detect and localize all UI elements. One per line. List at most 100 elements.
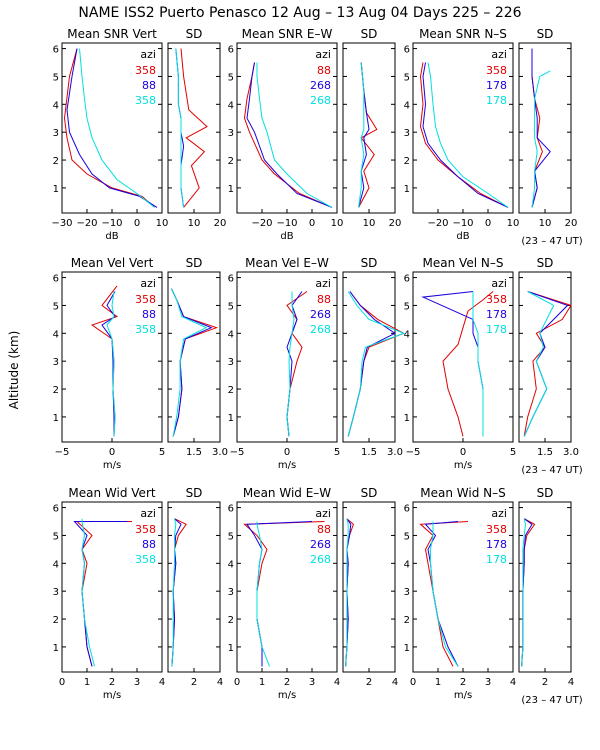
x-tick-label: 4 <box>217 677 223 688</box>
x-tick-label: 0 <box>134 218 140 229</box>
legend-entry-red: 88 <box>317 64 331 77</box>
x-tick-label: 2 <box>460 677 466 688</box>
x-tick-label: 0 <box>59 677 65 688</box>
x-tick-label: 5 <box>334 447 340 458</box>
legend-azi-header: azi <box>315 48 331 61</box>
legend-azi-header: azi <box>140 277 156 290</box>
y-tick-label: 4 <box>228 329 234 340</box>
mean-series-cyan-line <box>81 518 95 667</box>
x-tick-label: 20 <box>565 218 578 229</box>
panel-2-2: Mean Vel E–W 1 2 3 4 5 6 −5 0 5 m/s azi 88 268 268 SD 1.… <box>228 256 406 471</box>
x-unit-label: m/s <box>103 690 121 701</box>
sd-plot-title: SD <box>537 27 554 41</box>
legend-entry-cyan: 178 <box>486 553 507 566</box>
y-tick-label: 5 <box>228 301 234 312</box>
y-tick-label: 5 <box>228 531 234 542</box>
y-tick-label: 4 <box>53 100 59 111</box>
mean-series-cyan-line <box>256 62 333 208</box>
sd-series-blue-line <box>347 291 396 437</box>
y-tick-label: 3 <box>53 587 59 598</box>
x-unit-label: dB <box>280 231 293 242</box>
x-tick-label: 4 <box>392 677 398 688</box>
x-tick-label: 3 <box>485 677 491 688</box>
y-tick-label: 4 <box>404 100 410 111</box>
y-tick-label: 1 <box>53 413 59 424</box>
sd-plot-frame <box>342 271 396 443</box>
x-tick-label: 20 <box>389 218 402 229</box>
sd-series-cyan-line <box>175 48 185 208</box>
mean-series-cyan-line <box>286 291 295 437</box>
sd-series-cyan-line <box>345 518 349 667</box>
sd-plot-title: SD <box>537 256 554 270</box>
legend-entry-blue: 268 <box>310 79 331 92</box>
legend-entry-red: 358 <box>486 64 507 77</box>
x-unit-label: m/s <box>278 460 296 471</box>
legend-entry-cyan: 268 <box>310 94 331 107</box>
mean-series-cyan-line <box>427 62 509 208</box>
y-tick-label: 5 <box>404 72 410 83</box>
x-tick-label: 0 <box>410 677 416 688</box>
panel-3-3: Mean Wid N–S 1 2 3 4 5 6 0 1 2 3 4 m/s azi 358 178 178 SD… <box>404 486 575 701</box>
mean-series-red-line <box>419 62 509 208</box>
panel-2-3: Mean Vel N–S 1 2 3 4 5 6 −5 0 5 m/s azi 358 178 178 SD 1… <box>404 256 579 471</box>
y-tick-label: 4 <box>228 100 234 111</box>
y-tick-label: 3 <box>404 128 410 139</box>
legend-entry-blue: 178 <box>486 308 507 321</box>
x-tick-label: −30 <box>51 218 72 229</box>
mean-series-blue-line <box>422 62 509 208</box>
mean-plot-title: Mean Vel E–W <box>245 256 329 270</box>
y-tick-label: 1 <box>404 643 410 654</box>
legend-entry-red: 88 <box>317 523 331 536</box>
x-tick-label: 20 <box>214 218 227 229</box>
panel-1-2: Mean SNR E–W 1 2 3 4 5 6 −20 −10 0 10 dB azi 88 268 268… <box>228 27 402 242</box>
y-tick-label: 1 <box>53 643 59 654</box>
x-tick-label: −10 <box>276 218 297 229</box>
legend-entry-cyan: 358 <box>135 94 156 107</box>
sd-series-cyan-line <box>521 518 527 667</box>
x-tick-label: 2 <box>109 677 115 688</box>
x-tick-label: 0 <box>309 218 315 229</box>
x-tick-label: 1 <box>259 677 265 688</box>
sd-series-blue-line <box>171 288 213 437</box>
x-tick-label: 5 <box>510 447 516 458</box>
mean-plot-title: Mean SNR E–W <box>242 27 333 41</box>
sd-series-blue-line <box>523 291 569 437</box>
y-tick-label: 3 <box>228 128 234 139</box>
mean-plot-title: Mean Wid E–W <box>243 486 331 500</box>
legend-entry-red: 358 <box>486 293 507 306</box>
altitude-axis-label: Altitude (km) <box>7 331 21 410</box>
legend-entry-cyan: 358 <box>135 323 156 336</box>
y-tick-label: 2 <box>53 385 59 396</box>
x-tick-label: 0 <box>234 677 240 688</box>
x-tick-label: 10 <box>331 218 344 229</box>
panel-1-3: Mean SNR N–S 1 2 3 4 5 6 −20 −10 0 10 dB azi 358 178 17… <box>404 27 578 242</box>
legend-entry-red: 358 <box>486 523 507 536</box>
y-tick-label: 4 <box>404 559 410 570</box>
y-tick-label: 6 <box>53 504 59 515</box>
sd-series-cyan-line <box>358 62 365 208</box>
sd-series-red-line <box>523 291 572 437</box>
sd-plot-title: SD <box>361 27 378 41</box>
y-tick-label: 1 <box>53 184 59 195</box>
sd-series-red-line <box>180 48 208 208</box>
x-tick-label: 0 <box>284 447 290 458</box>
x-tick-label: −5 <box>406 447 421 458</box>
sd-series-blue-line <box>358 62 370 208</box>
mean-series-blue-line <box>246 62 333 208</box>
y-tick-label: 6 <box>53 45 59 56</box>
y-tick-label: 6 <box>404 274 410 285</box>
sd-series-blue-line <box>345 518 352 667</box>
y-tick-label: 5 <box>404 301 410 312</box>
x-tick-label: 4 <box>510 677 516 688</box>
y-tick-label: 2 <box>228 615 234 626</box>
mean-series-cyan-line <box>472 291 484 437</box>
x-tick-label: 0 <box>460 447 466 458</box>
mean-series-red-line <box>286 291 308 437</box>
mean-plot-title: Mean Wid Vert <box>68 486 155 500</box>
y-tick-label: 1 <box>228 643 234 654</box>
y-tick-label: 3 <box>404 587 410 598</box>
legend-azi-header: azi <box>140 48 156 61</box>
panel-3-1: Mean Wid Vert 1 2 3 4 5 6 0 1 2 3 4 m/s azi 358 88 358 SD… <box>53 486 224 701</box>
x-tick-label: 2 <box>191 677 197 688</box>
x-tick-label: −5 <box>230 447 245 458</box>
